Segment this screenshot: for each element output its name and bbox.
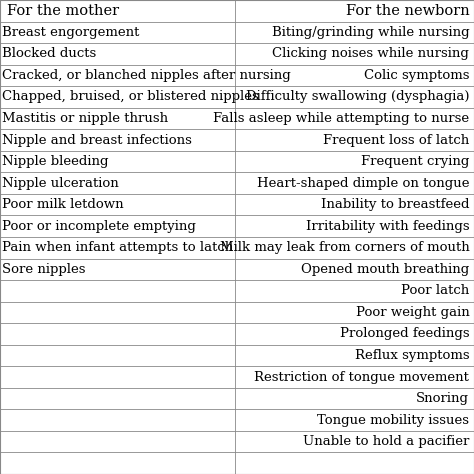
Text: Milk may leak from corners of mouth: Milk may leak from corners of mouth [219,241,469,254]
Text: Difficulty swallowing (dysphagia): Difficulty swallowing (dysphagia) [246,91,469,103]
Text: For the newborn: For the newborn [346,4,469,18]
Text: Restriction of tongue movement: Restriction of tongue movement [255,371,469,383]
Text: Snoring: Snoring [416,392,469,405]
Text: Frequent loss of latch: Frequent loss of latch [323,134,469,146]
Text: Colic symptoms: Colic symptoms [364,69,469,82]
Text: Breast engorgement: Breast engorgement [2,26,140,39]
Text: Nipple bleeding: Nipple bleeding [2,155,109,168]
Text: Reflux symptoms: Reflux symptoms [355,349,469,362]
Text: Irritability with feedings: Irritability with feedings [306,220,469,233]
Text: Nipple and breast infections: Nipple and breast infections [2,134,192,146]
Text: Clicking noises while nursing: Clicking noises while nursing [273,47,469,60]
Text: Nipple ulceration: Nipple ulceration [2,177,119,190]
Text: Prolonged feedings: Prolonged feedings [340,328,469,340]
Text: For the mother: For the mother [7,4,119,18]
Text: Frequent crying: Frequent crying [361,155,469,168]
Text: Pain when infant attempts to latch: Pain when infant attempts to latch [2,241,234,254]
Text: Poor latch: Poor latch [401,284,469,297]
Text: Opened mouth breathing: Opened mouth breathing [301,263,469,276]
Text: Blocked ducts: Blocked ducts [2,47,97,60]
Text: Tongue mobility issues: Tongue mobility issues [317,414,469,427]
Text: Falls asleep while attempting to nurse: Falls asleep while attempting to nurse [213,112,469,125]
Text: Mastitis or nipple thrush: Mastitis or nipple thrush [2,112,168,125]
Text: Heart-shaped dimple on tongue: Heart-shaped dimple on tongue [257,177,469,190]
Text: Sore nipples: Sore nipples [2,263,86,276]
Text: Poor weight gain: Poor weight gain [356,306,469,319]
Text: Unable to hold a pacifier: Unable to hold a pacifier [303,435,469,448]
Text: Inability to breastfeed: Inability to breastfeed [321,198,469,211]
Text: Cracked, or blanched nipples after nursing: Cracked, or blanched nipples after nursi… [2,69,291,82]
Text: Chapped, bruised, or blistered nipples: Chapped, bruised, or blistered nipples [2,91,259,103]
Text: Poor or incomplete emptying: Poor or incomplete emptying [2,220,196,233]
Text: Biting/grinding while nursing: Biting/grinding while nursing [272,26,469,39]
Text: Poor milk letdown: Poor milk letdown [2,198,124,211]
